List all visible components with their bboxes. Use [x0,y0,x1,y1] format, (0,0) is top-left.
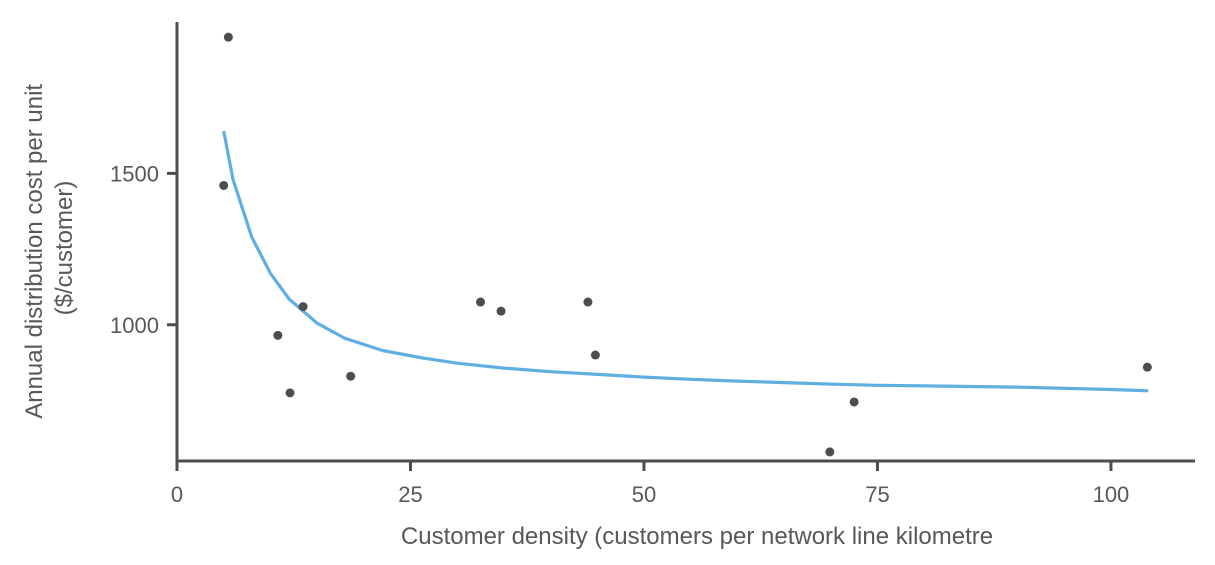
data-points-layer [219,32,1152,457]
y-tick-label: 1000 [110,313,159,338]
data-point [223,32,233,42]
y-axis-title: Annual distribution cost per unit ($/cus… [21,77,78,419]
x-tick-label: 25 [398,482,422,507]
axis-labels: Customer density (customers per network … [21,77,993,550]
y-axis-title-line-2: ($/customer) [51,181,78,316]
data-point [273,330,283,340]
y-tick-label: 1500 [110,161,159,186]
data-point [298,302,308,312]
data-point [583,297,593,307]
data-point [219,180,229,190]
x-axis-title: Customer density (customers per network … [401,523,993,550]
data-point [476,297,486,307]
data-point [285,388,295,398]
x-tick-label: 0 [171,482,183,507]
x-tick-label: 100 [1093,482,1130,507]
data-point [496,306,506,316]
x-tick-label: 75 [865,482,889,507]
trend-curve-layer [222,130,1149,393]
data-point [346,371,356,381]
axes: 0 25 50 75 100 1000 1500 [110,22,1195,507]
y-axis-title-line-1: Annual distribution cost per unit [21,84,48,419]
x-tick-label: 50 [632,482,656,507]
data-point [590,350,600,360]
trend-curve [222,130,1149,393]
data-point [825,447,835,457]
data-point [849,397,859,407]
data-point [1142,362,1152,372]
